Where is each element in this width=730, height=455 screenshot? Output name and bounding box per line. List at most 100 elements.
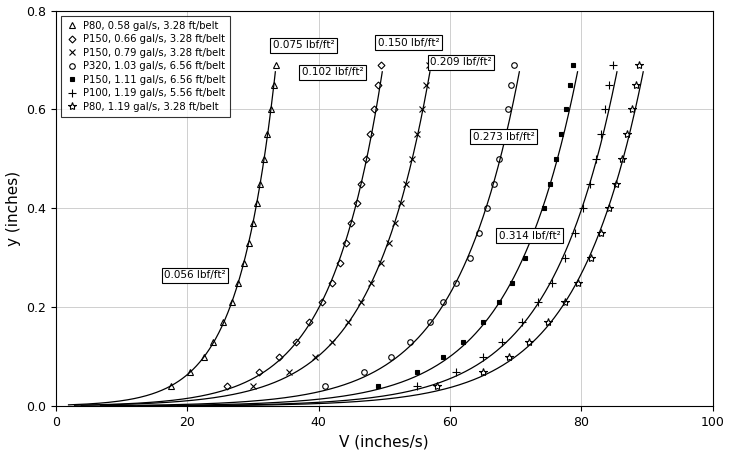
P150, 0.79 gal/s, 3.28 ft/belt xyxy=(357,299,366,305)
P150, 1.11 gal/s, 6.56 ft/belt xyxy=(508,280,517,285)
P150, 1.11 gal/s, 6.56 ft/belt xyxy=(521,255,530,261)
P150, 0.66 gal/s, 3.28 ft/belt xyxy=(373,82,382,87)
P80, 0.58 gal/s, 3.28 ft/belt xyxy=(245,240,253,246)
P150, 0.66 gal/s, 3.28 ft/belt xyxy=(347,221,356,226)
P150, 0.79 gal/s, 3.28 ft/belt xyxy=(424,62,433,68)
Text: 0.075 lbf/ft²: 0.075 lbf/ft² xyxy=(272,40,334,50)
P150, 1.11 gal/s, 6.56 ft/belt xyxy=(569,62,577,68)
Text: 0.273 lbf/ft²: 0.273 lbf/ft² xyxy=(473,131,534,142)
P100, 1.19 gal/s, 5.56 ft/belt xyxy=(591,156,600,162)
Text: 0.314 lbf/ft²: 0.314 lbf/ft² xyxy=(499,231,561,241)
Y-axis label: y (inches): y (inches) xyxy=(6,171,20,246)
P80, 1.19 gal/s, 3.28 ft/belt xyxy=(627,107,636,112)
Line: P150, 1.11 gal/s, 6.56 ft/belt: P150, 1.11 gal/s, 6.56 ft/belt xyxy=(375,63,575,389)
Line: P80, 0.58 gal/s, 3.28 ft/belt: P80, 0.58 gal/s, 3.28 ft/belt xyxy=(168,62,280,389)
P80, 1.19 gal/s, 3.28 ft/belt xyxy=(631,82,640,87)
P150, 0.66 gal/s, 3.28 ft/belt xyxy=(222,384,231,389)
P320, 1.03 gal/s, 6.56 ft/belt xyxy=(360,369,369,374)
P150, 0.66 gal/s, 3.28 ft/belt xyxy=(318,299,326,305)
P320, 1.03 gal/s, 6.56 ft/belt xyxy=(452,280,461,285)
P150, 1.11 gal/s, 6.56 ft/belt xyxy=(458,339,467,344)
P150, 0.79 gal/s, 3.28 ft/belt xyxy=(412,131,421,137)
P100, 1.19 gal/s, 5.56 ft/belt xyxy=(498,339,507,344)
P80, 1.19 gal/s, 3.28 ft/belt xyxy=(634,62,643,68)
P320, 1.03 gal/s, 6.56 ft/belt xyxy=(320,384,329,389)
P150, 0.79 gal/s, 3.28 ft/belt xyxy=(285,369,293,374)
P80, 1.19 gal/s, 3.28 ft/belt xyxy=(612,181,620,187)
Line: P150, 0.79 gal/s, 3.28 ft/belt: P150, 0.79 gal/s, 3.28 ft/belt xyxy=(250,61,432,390)
P150, 0.79 gal/s, 3.28 ft/belt xyxy=(391,221,400,226)
P150, 1.11 gal/s, 6.56 ft/belt xyxy=(546,181,555,187)
P80, 1.19 gal/s, 3.28 ft/belt xyxy=(587,255,596,261)
P150, 0.66 gal/s, 3.28 ft/belt xyxy=(327,280,336,285)
P150, 0.66 gal/s, 3.28 ft/belt xyxy=(352,201,361,206)
P150, 0.79 gal/s, 3.28 ft/belt xyxy=(396,201,405,206)
P150, 0.79 gal/s, 3.28 ft/belt xyxy=(377,260,385,265)
Line: P150, 0.66 gal/s, 3.28 ft/belt: P150, 0.66 gal/s, 3.28 ft/belt xyxy=(224,62,383,389)
P100, 1.19 gal/s, 5.56 ft/belt xyxy=(596,131,605,137)
P150, 1.11 gal/s, 6.56 ft/belt xyxy=(478,319,487,325)
Text: 0.056 lbf/ft²: 0.056 lbf/ft² xyxy=(164,270,226,280)
P80, 0.58 gal/s, 3.28 ft/belt xyxy=(255,181,264,187)
P320, 1.03 gal/s, 6.56 ft/belt xyxy=(475,230,484,236)
P100, 1.19 gal/s, 5.56 ft/belt xyxy=(585,181,594,187)
P150, 1.11 gal/s, 6.56 ft/belt xyxy=(552,156,561,162)
P80, 0.58 gal/s, 3.28 ft/belt xyxy=(209,339,218,344)
P150, 1.11 gal/s, 6.56 ft/belt xyxy=(495,299,504,305)
P150, 0.79 gal/s, 3.28 ft/belt xyxy=(344,319,353,325)
P320, 1.03 gal/s, 6.56 ft/belt xyxy=(503,107,512,112)
P150, 0.66 gal/s, 3.28 ft/belt xyxy=(357,181,366,187)
P100, 1.19 gal/s, 5.56 ft/belt xyxy=(478,354,487,359)
P320, 1.03 gal/s, 6.56 ft/belt xyxy=(499,131,508,137)
P150, 0.79 gal/s, 3.28 ft/belt xyxy=(385,240,393,246)
P80, 0.58 gal/s, 3.28 ft/belt xyxy=(260,156,269,162)
P150, 0.66 gal/s, 3.28 ft/belt xyxy=(274,354,283,359)
P320, 1.03 gal/s, 6.56 ft/belt xyxy=(439,299,447,305)
P320, 1.03 gal/s, 6.56 ft/belt xyxy=(495,156,504,162)
P80, 1.19 gal/s, 3.28 ft/belt xyxy=(504,354,513,359)
P320, 1.03 gal/s, 6.56 ft/belt xyxy=(510,62,518,68)
Legend: P80, 0.58 gal/s, 3.28 ft/belt, P150, 0.66 gal/s, 3.28 ft/belt, P150, 0.79 gal/s,: P80, 0.58 gal/s, 3.28 ft/belt, P150, 0.6… xyxy=(61,15,230,116)
P150, 0.66 gal/s, 3.28 ft/belt xyxy=(342,240,350,246)
P80, 1.19 gal/s, 3.28 ft/belt xyxy=(561,299,569,305)
P80, 0.58 gal/s, 3.28 ft/belt xyxy=(269,82,278,87)
P150, 0.66 gal/s, 3.28 ft/belt xyxy=(370,107,379,112)
P150, 0.79 gal/s, 3.28 ft/belt xyxy=(311,354,320,359)
P150, 0.66 gal/s, 3.28 ft/belt xyxy=(361,156,370,162)
P320, 1.03 gal/s, 6.56 ft/belt xyxy=(426,319,434,325)
P150, 0.66 gal/s, 3.28 ft/belt xyxy=(255,369,264,374)
P150, 1.11 gal/s, 6.56 ft/belt xyxy=(539,206,548,211)
P150, 0.79 gal/s, 3.28 ft/belt xyxy=(366,280,375,285)
P100, 1.19 gal/s, 5.56 ft/belt xyxy=(561,255,569,261)
P100, 1.19 gal/s, 5.56 ft/belt xyxy=(601,107,610,112)
P80, 0.58 gal/s, 3.28 ft/belt xyxy=(219,319,228,325)
P150, 0.79 gal/s, 3.28 ft/belt xyxy=(327,339,336,344)
P150, 1.11 gal/s, 6.56 ft/belt xyxy=(412,369,421,374)
P150, 0.79 gal/s, 3.28 ft/belt xyxy=(248,384,257,389)
P150, 0.79 gal/s, 3.28 ft/belt xyxy=(421,82,430,87)
P320, 1.03 gal/s, 6.56 ft/belt xyxy=(386,354,395,359)
P100, 1.19 gal/s, 5.56 ft/belt xyxy=(548,280,556,285)
P150, 1.11 gal/s, 6.56 ft/belt xyxy=(531,230,539,236)
P150, 0.66 gal/s, 3.28 ft/belt xyxy=(335,260,344,265)
P320, 1.03 gal/s, 6.56 ft/belt xyxy=(507,82,515,87)
P100, 1.19 gal/s, 5.56 ft/belt xyxy=(579,206,588,211)
P150, 0.66 gal/s, 3.28 ft/belt xyxy=(291,339,300,344)
P150, 1.11 gal/s, 6.56 ft/belt xyxy=(439,354,447,359)
P320, 1.03 gal/s, 6.56 ft/belt xyxy=(465,255,474,261)
Text: 0.209 lbf/ft²: 0.209 lbf/ft² xyxy=(430,57,492,67)
P100, 1.19 gal/s, 5.56 ft/belt xyxy=(534,299,543,305)
Line: P80, 1.19 gal/s, 3.28 ft/belt: P80, 1.19 gal/s, 3.28 ft/belt xyxy=(433,61,643,390)
P80, 0.58 gal/s, 3.28 ft/belt xyxy=(253,201,261,206)
P80, 1.19 gal/s, 3.28 ft/belt xyxy=(524,339,533,344)
X-axis label: V (inches/s): V (inches/s) xyxy=(339,435,429,450)
P100, 1.19 gal/s, 5.56 ft/belt xyxy=(605,82,614,87)
P100, 1.19 gal/s, 5.56 ft/belt xyxy=(608,62,617,68)
P80, 1.19 gal/s, 3.28 ft/belt xyxy=(544,319,553,325)
P100, 1.19 gal/s, 5.56 ft/belt xyxy=(412,384,421,389)
P320, 1.03 gal/s, 6.56 ft/belt xyxy=(489,181,498,187)
P80, 1.19 gal/s, 3.28 ft/belt xyxy=(478,369,487,374)
P80, 0.58 gal/s, 3.28 ft/belt xyxy=(240,260,249,265)
P80, 1.19 gal/s, 3.28 ft/belt xyxy=(605,206,614,211)
P80, 0.58 gal/s, 3.28 ft/belt xyxy=(266,107,275,112)
